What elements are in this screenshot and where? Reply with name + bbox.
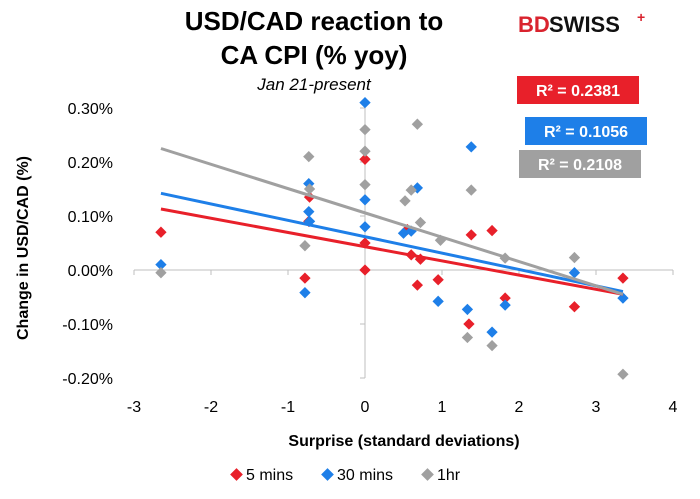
data-point-1hr (486, 339, 498, 352)
chart-subtitle: Jan 21-present (256, 75, 372, 94)
r2-box-bg-30-mins (525, 117, 647, 145)
data-point-30-mins (299, 287, 311, 299)
x-tick-label: -3 (127, 399, 141, 416)
y-tick-label: -0.20% (62, 371, 113, 388)
bdswiss-logo: BD SWISS + (518, 9, 645, 37)
r2-box-bg-5-mins (517, 76, 639, 104)
x-tick-label: -1 (281, 399, 295, 416)
data-point-5-mins (299, 272, 311, 284)
data-point-30-mins (499, 299, 511, 311)
x-tick-label: 2 (515, 399, 524, 416)
x-tick-label: 4 (669, 399, 678, 416)
data-point-5-mins (411, 279, 424, 291)
data-point-1hr (359, 179, 371, 191)
logo-plus-icon: + (637, 9, 645, 25)
legend-item-30-mins: 30 mins (321, 467, 393, 484)
y-tick-label: 0.00% (68, 263, 113, 280)
data-point-1hr (359, 145, 371, 157)
data-point-30-mins (359, 221, 371, 233)
chart-title-line-2: CA CPI (% yoy) (221, 40, 408, 70)
data-point-5-mins (359, 264, 371, 276)
data-point-1hr (399, 195, 411, 207)
data-point-30-mins (432, 295, 444, 307)
data-point-30-mins (303, 206, 315, 218)
data-point-5-mins (568, 301, 581, 313)
data-point-1hr (461, 331, 474, 344)
data-point-30-mins (461, 303, 474, 316)
legend-marker-5-mins (230, 468, 243, 481)
data-point-1hr (414, 216, 427, 229)
data-point-1hr (155, 267, 167, 279)
y-axis-ticks: -0.20% -0.10% 0.00% 0.10% 0.20% 0.30% (62, 101, 365, 388)
y-axis-label: Change in USD/CAD (%) (15, 156, 32, 340)
data-point-5-mins (432, 274, 444, 286)
legend-item-5-mins: 5 mins (230, 467, 293, 484)
r2-box-bg-1hr (519, 150, 641, 178)
x-axis-ticks: -3 -2 -1 0 1 2 3 4 (127, 270, 678, 416)
x-tick-label: -2 (204, 399, 218, 416)
y-tick-label: 0.20% (68, 155, 113, 172)
y-tick-label: -0.10% (62, 317, 113, 334)
data-point-1hr (568, 251, 581, 264)
data-point-30-mins (359, 194, 371, 206)
data-point-1hr (359, 123, 371, 136)
r2-box-30-mins: R² = 0.1056 (525, 117, 647, 145)
data-point-5-mins (499, 292, 511, 304)
logo-text-bd: BD (518, 12, 550, 37)
r2-label-30-mins: R² = 0.1056 (544, 124, 628, 141)
data-point-5-mins (359, 153, 371, 165)
x-tick-label: 1 (438, 399, 447, 416)
y-tick-label: 0.30% (68, 101, 113, 118)
data-point-30-mins (568, 267, 581, 279)
legend-label-30-mins: 30 mins (337, 467, 393, 484)
chart-title-line-1: USD/CAD reaction to (185, 6, 444, 36)
r2-label-5-mins: R² = 0.2381 (536, 83, 620, 100)
legend-label-5-mins: 5 mins (246, 467, 293, 484)
data-point-1hr (617, 368, 629, 380)
x-tick-label: 0 (361, 399, 370, 416)
legend-label-1hr: 1hr (437, 467, 461, 484)
logo-text-swiss: SWISS (549, 12, 620, 37)
trend-line-1hr (160, 147, 624, 296)
legend: 5 mins 30 mins 1hr (230, 467, 461, 484)
data-point-1hr (303, 150, 315, 163)
data-point-5-mins (465, 229, 477, 241)
data-point-5-mins (463, 318, 475, 330)
data-point-1hr (411, 118, 424, 130)
legend-marker-30-mins (321, 468, 334, 481)
data-point-30-mins (155, 258, 167, 271)
data-point-5-mins (486, 224, 498, 237)
r2-label-1hr: R² = 0.2108 (538, 157, 622, 174)
trend-line-5-mins (160, 207, 624, 296)
series-layer (155, 96, 629, 380)
x-axis-label: Surprise (standard deviations) (288, 433, 519, 450)
x-tick-label: 3 (592, 399, 601, 416)
legend-marker-1hr (421, 468, 434, 481)
legend-item-1hr: 1hr (421, 467, 461, 484)
data-point-1hr (299, 240, 311, 252)
data-point-5-mins (155, 226, 167, 238)
r2-box-5-mins: R² = 0.2381 (517, 76, 639, 104)
data-point-30-mins (486, 326, 498, 338)
series-30-mins (155, 96, 629, 338)
data-point-5-mins (617, 272, 629, 284)
r2-box-1hr: R² = 0.2108 (519, 150, 641, 178)
data-point-30-mins (359, 96, 371, 109)
data-point-1hr (405, 184, 417, 196)
y-tick-label: 0.10% (68, 209, 113, 226)
data-point-1hr (303, 183, 316, 195)
trend-line-30-mins (160, 191, 624, 294)
data-point-30-mins (465, 141, 477, 153)
axes (134, 108, 673, 378)
data-point-1hr (465, 184, 477, 196)
